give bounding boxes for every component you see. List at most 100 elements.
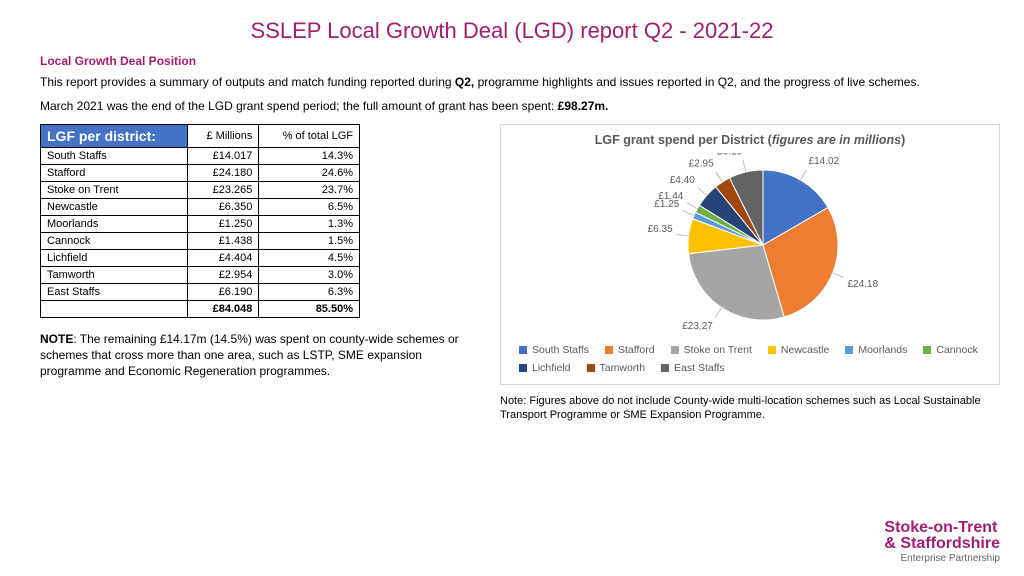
row-name: Lichfield	[41, 250, 188, 267]
leader-line	[716, 172, 723, 182]
row-millions: £1.438	[188, 233, 259, 250]
legend-swatch	[923, 346, 931, 354]
leader-line	[833, 273, 844, 277]
row-pct: 6.3%	[259, 284, 360, 301]
legend-label: Lichfield	[532, 362, 571, 374]
row-millions: £4.404	[188, 250, 259, 267]
total-pct: 85.50%	[259, 301, 360, 318]
row-millions: £24.180	[188, 165, 259, 182]
pie-label: £1.44	[658, 191, 683, 202]
row-pct: 1.3%	[259, 216, 360, 233]
leader-line	[683, 211, 694, 216]
legend-item: Moorlands	[845, 344, 907, 356]
lgf-table: LGF per district: £ Millions % of total …	[40, 124, 360, 318]
legend-label: South Staffs	[532, 344, 589, 356]
leader-line	[698, 188, 707, 196]
section-heading: Local Growth Deal Position	[40, 54, 984, 68]
legend-swatch	[671, 346, 679, 354]
para1-text-c: programme highlights and issues reported…	[474, 75, 920, 89]
chart-title-b: figures are in millions	[772, 133, 901, 147]
leader-line	[677, 235, 689, 236]
table-note: NOTE: The remaining £14.17m (14.5%) was …	[40, 332, 470, 379]
legend-item: Stafford	[605, 344, 655, 356]
legend-label: Cannock	[936, 344, 977, 356]
row-millions: £6.350	[188, 199, 259, 216]
chart-note: Note: Figures above do not include Count…	[500, 395, 1000, 423]
row-millions: £23.265	[188, 182, 259, 199]
table-row: Lichfield£4.4044.5%	[41, 250, 360, 267]
pie-chart: £14.02£24.18£23.27£6.35£1.25£1.44£4.40£2…	[513, 153, 987, 338]
logo-line2: & Staffordshire	[884, 536, 1000, 552]
table-header: LGF per district:	[41, 125, 188, 148]
legend-label: East Staffs	[674, 362, 725, 374]
table-row: Newcastle£6.3506.5%	[41, 199, 360, 216]
legend-label: Newcastle	[781, 344, 829, 356]
legend-item: Newcastle	[768, 344, 829, 356]
table-row: Cannock£1.4381.5%	[41, 233, 360, 250]
table-row: Moorlands£1.2501.3%	[41, 216, 360, 233]
table-row: South Staffs£14.01714.3%	[41, 148, 360, 165]
legend-item: East Staffs	[661, 362, 725, 374]
legend-label: Moorlands	[858, 344, 907, 356]
para2-bold: £98.27m.	[558, 99, 609, 113]
row-pct: 1.5%	[259, 233, 360, 250]
row-pct: 23.7%	[259, 182, 360, 199]
row-name: South Staffs	[41, 148, 188, 165]
row-name: East Staffs	[41, 284, 188, 301]
legend-label: Stafford	[618, 344, 655, 356]
pie-label: £23.27	[682, 321, 713, 332]
chart-legend: South Staffs Stafford Stoke on Trent Newcas…	[513, 344, 987, 374]
leader-line	[687, 203, 698, 209]
legend-swatch	[519, 346, 527, 354]
row-millions: £1.250	[188, 216, 259, 233]
legend-item: Cannock	[923, 344, 977, 356]
pie-label: £4.40	[670, 175, 695, 186]
logo-line3: Enterprise Partnership	[884, 554, 1000, 564]
legend-item: Lichfield	[519, 362, 571, 374]
page-title: SSLEP Local Growth Deal (LGD) report Q2 …	[40, 18, 984, 44]
row-pct: 4.5%	[259, 250, 360, 267]
row-pct: 14.3%	[259, 148, 360, 165]
legend-swatch	[845, 346, 853, 354]
table-row: Stafford£24.18024.6%	[41, 165, 360, 182]
legend-swatch	[519, 364, 527, 372]
chart-title-a: LGF grant spend per District (	[595, 133, 772, 147]
para1-bold: Q2,	[455, 75, 474, 89]
pie-label: £6.35	[648, 224, 673, 235]
legend-item: Stoke on Trent	[671, 344, 752, 356]
row-name: Cannock	[41, 233, 188, 250]
pie-label: £6.19	[717, 153, 742, 157]
chart-title-c: )	[901, 133, 905, 147]
row-millions: £2.954	[188, 267, 259, 284]
legend-label: Stoke on Trent	[684, 344, 752, 356]
pie-label: £24.18	[847, 279, 878, 290]
intro-para-1: This report provides a summary of output…	[40, 74, 984, 90]
chart-title: LGF grant spend per District (figures ar…	[513, 133, 987, 147]
legend-swatch	[605, 346, 613, 354]
row-name: Stafford	[41, 165, 188, 182]
logo-line1: Stoke-on-Trent	[884, 520, 1000, 536]
table-col-pct: % of total LGF	[259, 125, 360, 148]
pie-label: £2.95	[689, 159, 714, 170]
row-pct: 24.6%	[259, 165, 360, 182]
legend-label: Tamworth	[600, 362, 646, 374]
para1-text-a: This report provides a summary of output…	[40, 75, 455, 89]
table-col-millions: £ Millions	[188, 125, 259, 148]
row-name: Moorlands	[41, 216, 188, 233]
brand-logo: Stoke-on-Trent & Staffordshire Enterpris…	[884, 520, 1000, 564]
total-label	[41, 301, 188, 318]
row-millions: £14.017	[188, 148, 259, 165]
table-row: East Staffs£6.1906.3%	[41, 284, 360, 301]
legend-item: Tamworth	[587, 362, 646, 374]
table-row: Tamworth£2.9543.0%	[41, 267, 360, 284]
intro-para-2: March 2021 was the end of the LGD grant …	[40, 98, 984, 114]
leader-line	[743, 161, 746, 173]
row-pct: 3.0%	[259, 267, 360, 284]
legend-swatch	[768, 346, 776, 354]
row-pct: 6.5%	[259, 199, 360, 216]
legend-item: South Staffs	[519, 344, 589, 356]
table-row: Stoke on Trent£23.26523.7%	[41, 182, 360, 199]
total-millions: £84.048	[188, 301, 259, 318]
row-name: Tamworth	[41, 267, 188, 284]
row-name: Stoke on Trent	[41, 182, 188, 199]
